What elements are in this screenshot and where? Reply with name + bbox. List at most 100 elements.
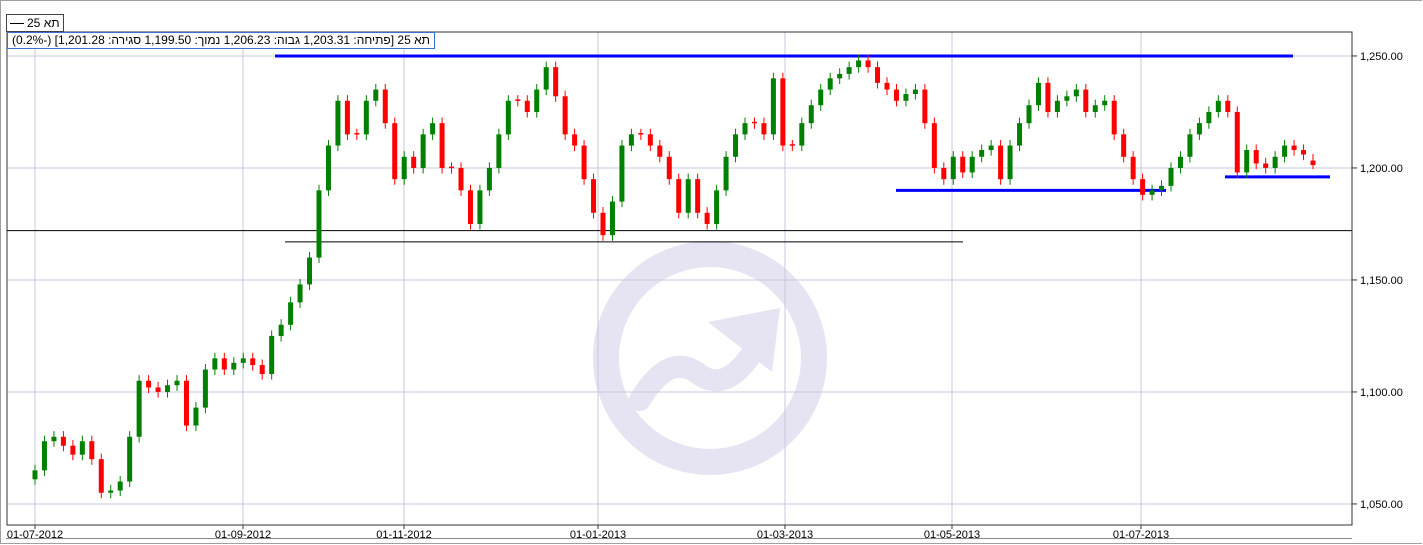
candle[interactable]	[51, 431, 57, 447]
candle[interactable]	[505, 95, 511, 140]
candle[interactable]	[1253, 144, 1259, 170]
candle[interactable]	[1045, 77, 1051, 118]
candle[interactable]	[146, 375, 152, 394]
candle[interactable]	[335, 95, 341, 152]
candle[interactable]	[41, 435, 47, 476]
candle[interactable]	[269, 330, 275, 380]
candle[interactable]	[212, 352, 218, 376]
candle[interactable]	[770, 72, 776, 140]
candle[interactable]	[524, 95, 530, 118]
candle[interactable]	[165, 379, 171, 398]
candle[interactable]	[761, 117, 767, 140]
candle[interactable]	[865, 54, 871, 73]
candle[interactable]	[638, 128, 644, 140]
candle[interactable]	[496, 128, 502, 174]
candle[interactable]	[1272, 151, 1278, 174]
candle[interactable]	[1282, 139, 1288, 163]
candle[interactable]	[1026, 99, 1032, 129]
candle[interactable]	[875, 61, 881, 89]
candle[interactable]	[344, 95, 350, 140]
candle[interactable]	[1054, 95, 1060, 118]
candle[interactable]	[108, 484, 114, 499]
candle[interactable]	[543, 61, 549, 96]
candle[interactable]	[288, 296, 294, 331]
candle[interactable]	[1310, 154, 1316, 170]
candle[interactable]	[534, 83, 540, 118]
candle[interactable]	[439, 117, 445, 174]
candle[interactable]	[1092, 99, 1098, 118]
candle[interactable]	[1225, 95, 1231, 118]
candle[interactable]	[32, 464, 38, 485]
candle[interactable]	[250, 352, 256, 371]
candle[interactable]	[382, 83, 388, 129]
candle[interactable]	[79, 435, 85, 461]
candle[interactable]	[1017, 117, 1023, 152]
candle[interactable]	[676, 173, 682, 219]
candle[interactable]	[316, 184, 322, 264]
candle[interactable]	[477, 184, 483, 230]
candle[interactable]	[1177, 151, 1183, 174]
candle[interactable]	[1196, 117, 1202, 140]
candle[interactable]	[1301, 144, 1307, 161]
candle[interactable]	[827, 72, 833, 96]
candle[interactable]	[430, 117, 436, 140]
candle[interactable]	[950, 151, 956, 185]
candle[interactable]	[60, 431, 66, 452]
candle[interactable]	[1215, 95, 1221, 118]
candle[interactable]	[628, 128, 634, 152]
candle[interactable]	[392, 117, 398, 185]
candle[interactable]	[609, 195, 615, 241]
candle[interactable]	[259, 359, 265, 380]
candle[interactable]	[818, 83, 824, 111]
candle[interactable]	[591, 173, 597, 219]
candle[interactable]	[647, 128, 653, 152]
candle[interactable]	[373, 83, 379, 107]
candle[interactable]	[420, 128, 426, 174]
candle[interactable]	[1168, 162, 1174, 192]
candle[interactable]	[714, 184, 720, 230]
candle[interactable]	[193, 402, 199, 432]
candle[interactable]	[808, 99, 814, 129]
candle[interactable]	[307, 251, 313, 291]
candle[interactable]	[467, 184, 473, 230]
candle[interactable]	[1140, 173, 1146, 201]
candle[interactable]	[1073, 83, 1079, 102]
candle[interactable]	[704, 207, 710, 230]
candle[interactable]	[998, 139, 1004, 185]
candle[interactable]	[98, 453, 104, 499]
candle[interactable]	[117, 475, 123, 497]
candle[interactable]	[458, 162, 464, 196]
candle[interactable]	[449, 162, 455, 174]
candle[interactable]	[723, 151, 729, 196]
candle[interactable]	[884, 77, 890, 96]
candle[interactable]	[685, 173, 691, 219]
candle[interactable]	[553, 61, 559, 102]
candle[interactable]	[221, 352, 227, 376]
candle[interactable]	[411, 151, 417, 174]
candle[interactable]	[780, 72, 786, 152]
candle[interactable]	[581, 139, 587, 185]
candle[interactable]	[941, 162, 947, 185]
candle[interactable]	[893, 83, 899, 107]
candle[interactable]	[1263, 157, 1269, 174]
candle[interactable]	[240, 352, 246, 369]
candle[interactable]	[751, 117, 757, 129]
candle[interactable]	[155, 381, 161, 398]
candle[interactable]	[1102, 95, 1108, 111]
candle[interactable]	[89, 435, 95, 465]
candle[interactable]	[1234, 106, 1240, 179]
candle[interactable]	[600, 207, 606, 241]
candle[interactable]	[988, 139, 994, 156]
candle[interactable]	[856, 54, 862, 73]
candle[interactable]	[354, 128, 360, 140]
candle[interactable]	[1291, 139, 1297, 156]
candle[interactable]	[515, 95, 521, 107]
candle[interactable]	[742, 117, 748, 140]
candle[interactable]	[1007, 139, 1013, 185]
bottom-scrollbar[interactable]	[6, 538, 1352, 545]
candle[interactable]	[1083, 83, 1089, 118]
candle[interactable]	[231, 357, 237, 376]
candle[interactable]	[183, 375, 189, 432]
candle[interactable]	[297, 278, 303, 308]
